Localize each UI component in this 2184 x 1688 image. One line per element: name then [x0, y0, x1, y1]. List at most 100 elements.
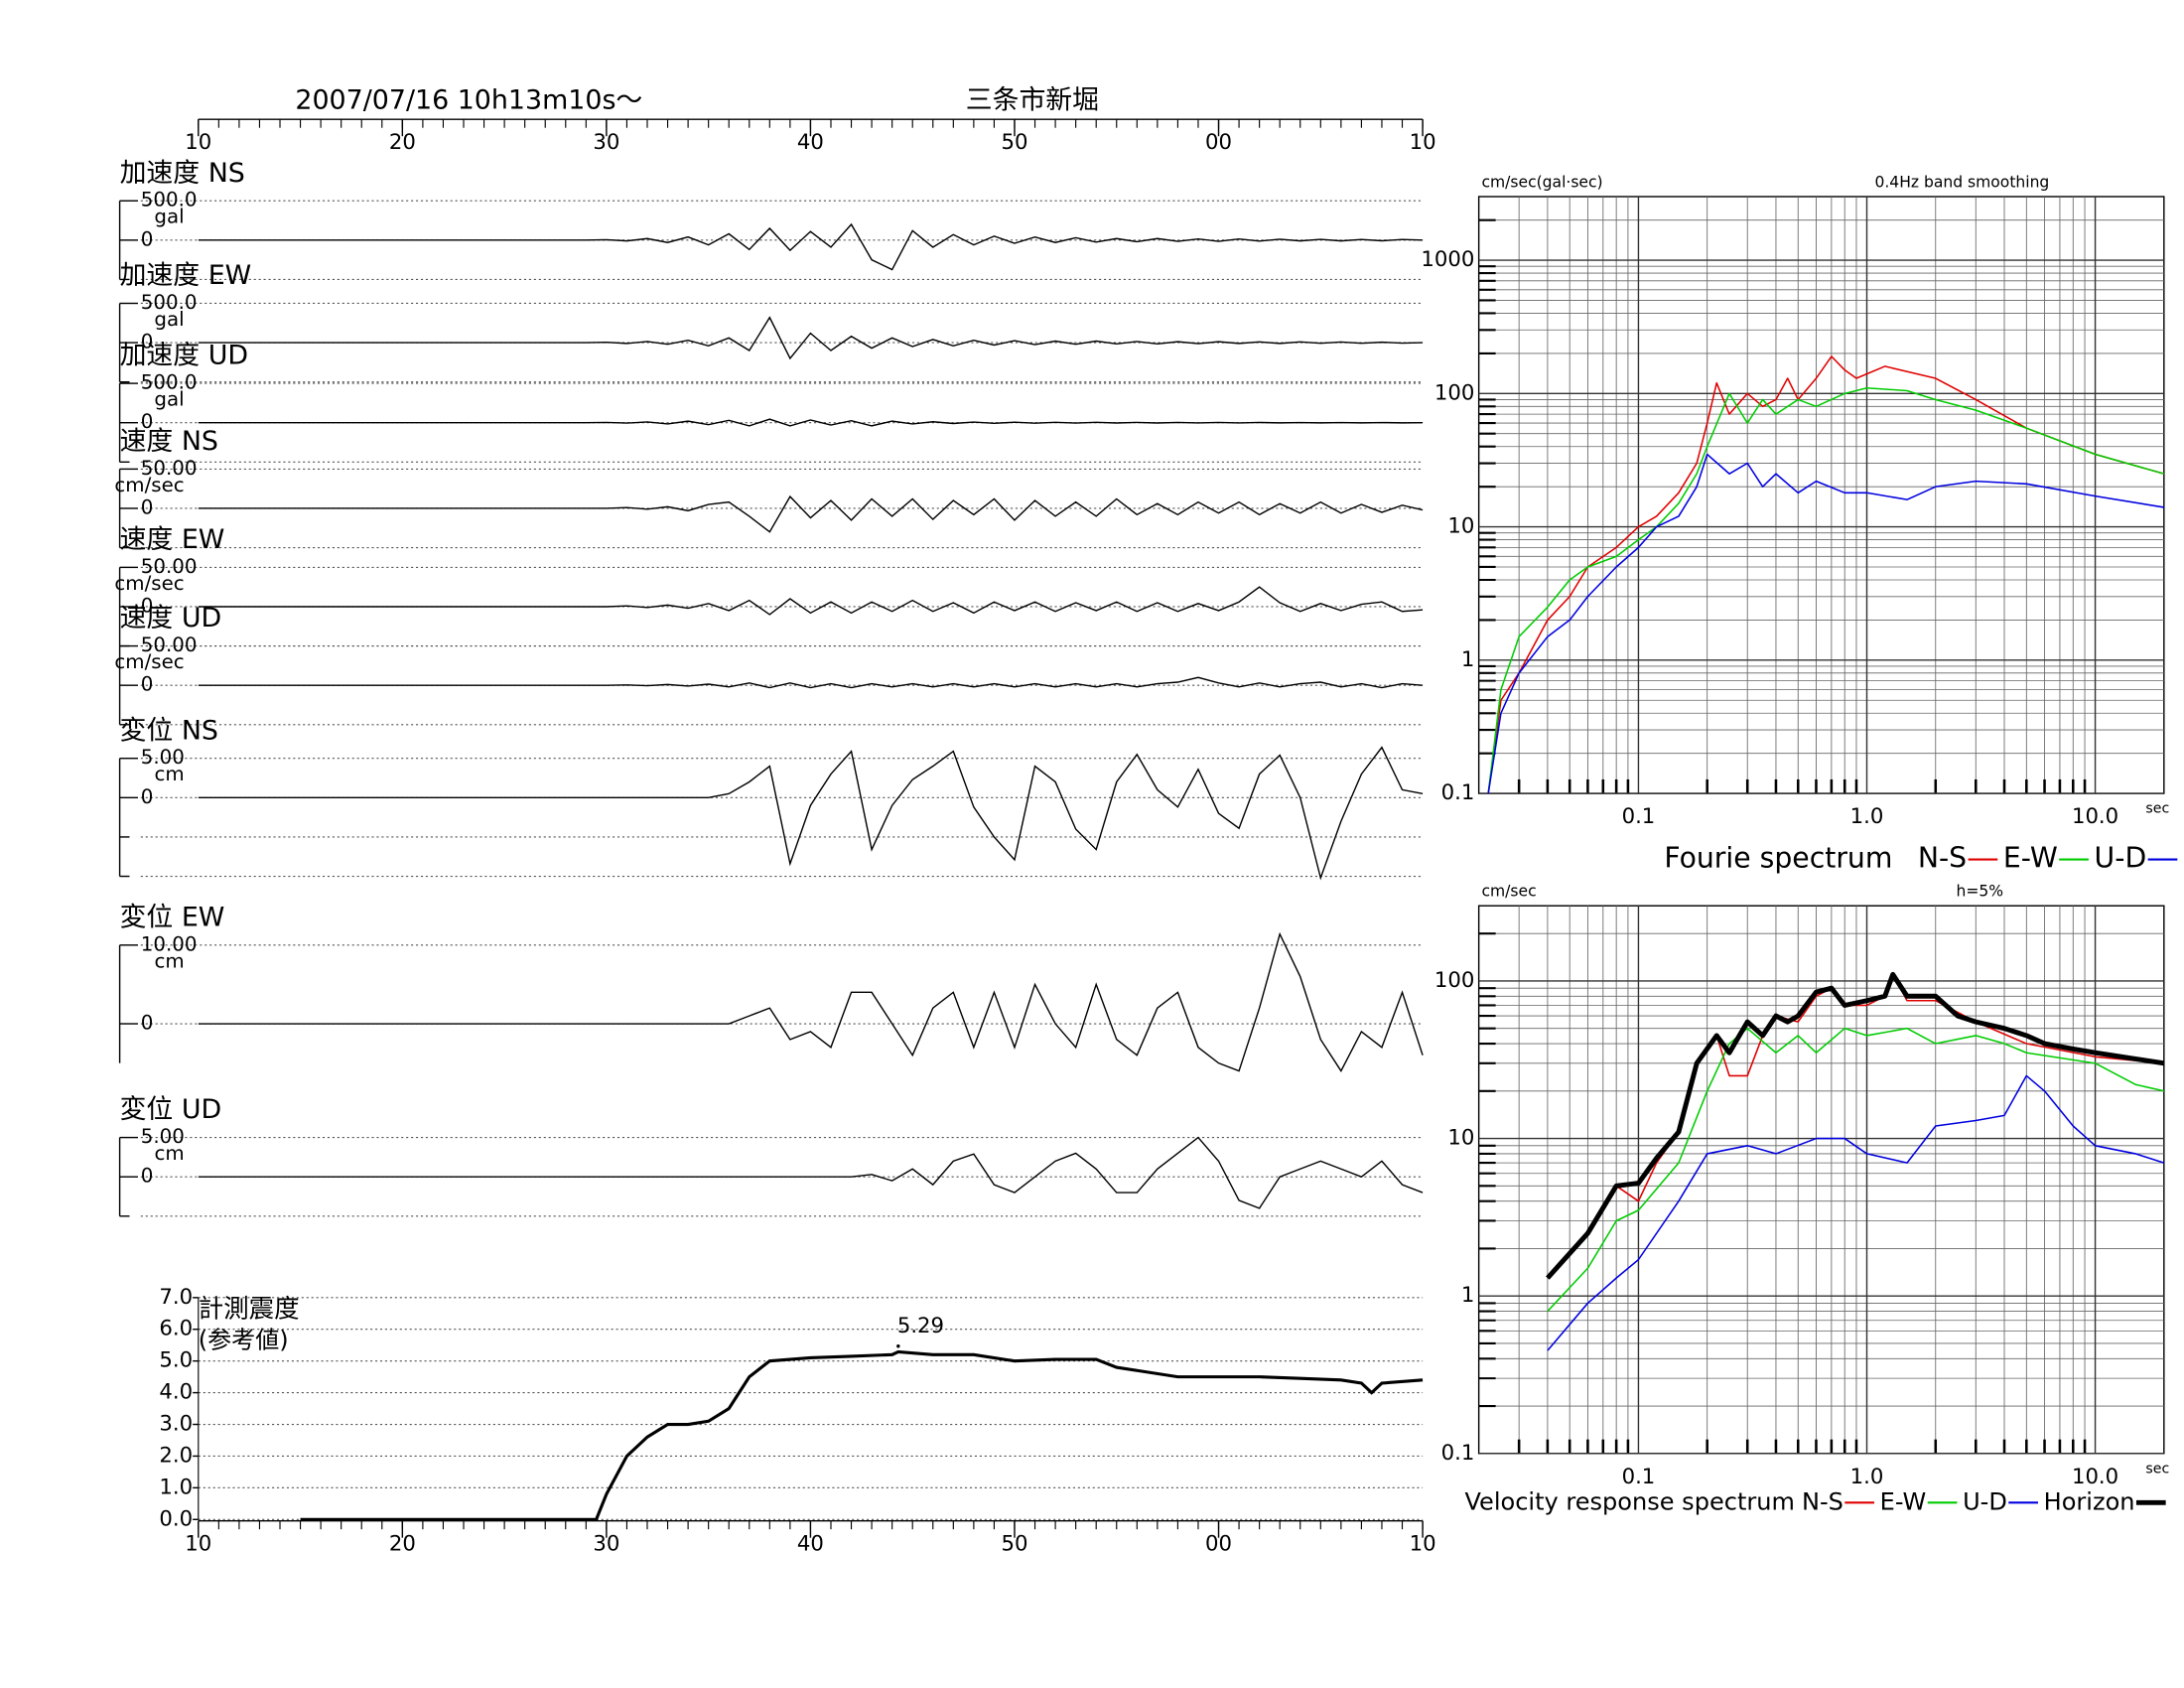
x-tick-label: 30 [593, 130, 619, 155]
unit-label: cm [154, 949, 184, 972]
y-tick-label: 1000 [1421, 247, 1474, 272]
x-tick-label: 1.0 [1850, 804, 1884, 829]
y-tick-label: 5.0 [159, 1348, 193, 1373]
y-tick-label: 5.00 [141, 746, 185, 769]
note: 0.4Hz band smoothing [1874, 173, 2049, 191]
panel-label: 変位 UD [120, 1094, 222, 1125]
waveform-trace [198, 1136, 1424, 1209]
legend-label: E-W [2003, 842, 2058, 875]
panel-label: 速度 UD [120, 603, 222, 633]
x-tick-label: 30 [593, 1532, 619, 1557]
x-tick-label: 0.1 [1622, 804, 1656, 829]
spectrum-line [1487, 453, 2164, 794]
waveform-trace [198, 931, 1424, 1072]
panel-label: 速度 NS [120, 426, 218, 457]
y-tick-label: 50.00 [141, 633, 198, 656]
y-tick-label: 1 [1461, 647, 1475, 672]
y-tick-label: 2.0 [159, 1443, 193, 1468]
unit-label: gal [154, 206, 184, 228]
legend-label: Horizon [2044, 1487, 2135, 1515]
x-tick-label: 1.0 [1850, 1465, 1884, 1489]
y-tick-label: 500.0 [141, 189, 198, 211]
chart-title: 2007/07/16 10h13m10s〜 [295, 84, 642, 115]
intensity-line [300, 1349, 1424, 1521]
panel-label: 加速度 EW [120, 260, 252, 291]
peak-dot [896, 1344, 900, 1348]
spectrum-line [1546, 971, 2165, 1280]
waveform-trace [198, 676, 1424, 689]
legend-label: U-D [2095, 842, 2147, 875]
y-tick-label: 50.00 [141, 555, 198, 578]
unit-label: gal [154, 388, 184, 411]
legend-title: Fourie spectrum [1664, 842, 1892, 875]
panel-label: 加速度 UD [120, 341, 248, 371]
y-tick-label: 6.0 [159, 1317, 193, 1341]
waveform-trace [198, 316, 1424, 360]
chart-title: 計測震度 [199, 1295, 300, 1325]
y-tick-label: 4.0 [159, 1380, 193, 1405]
unit-label: cm [154, 763, 184, 785]
y-tick-label: 100 [1434, 968, 1474, 993]
panel-label: 加速度 NS [120, 158, 245, 189]
x-tick-label: 20 [389, 130, 416, 155]
x-tick-label: 40 [797, 1532, 824, 1557]
spectrum-line [1547, 1027, 2164, 1313]
waveform-trace [198, 746, 1424, 881]
y-tick-label: 5.00 [141, 1125, 185, 1148]
x-axis-label: sec [2145, 1461, 2169, 1477]
unit-label: gal [154, 308, 184, 331]
y-tick-label: 3.0 [159, 1412, 193, 1437]
y-tick-label: 100 [1434, 380, 1474, 405]
spectrum-line [1487, 355, 2165, 794]
y-tick-label: 1 [1461, 1283, 1475, 1308]
y-tick-label: 0.1 [1441, 780, 1475, 805]
panel-label: 速度 EW [120, 524, 225, 555]
x-tick-label: 10 [185, 130, 211, 155]
y-tick-label: 0 [141, 1012, 154, 1035]
x-tick-label: 10 [185, 1532, 211, 1557]
y-tick-label: 0 [141, 495, 154, 518]
spectrum-line [1547, 1074, 2165, 1351]
x-tick-label: 10.0 [2072, 1465, 2118, 1489]
legend-label: U-D [1963, 1487, 2007, 1515]
peak-label: 5.29 [897, 1314, 944, 1338]
y-tick-label: 0 [141, 785, 154, 808]
x-tick-label: 40 [797, 130, 824, 155]
unit-label: cm/sec [114, 474, 184, 496]
chart-subtitle: 三条市新堀 [966, 84, 1099, 115]
x-tick-label: 0.1 [1622, 1465, 1656, 1489]
spectrum-line [1547, 973, 2164, 1279]
unit-label: cm [154, 1142, 184, 1165]
y-tick-label: 0 [141, 673, 154, 696]
waveform-trace [198, 222, 1424, 271]
y-tick-label: 0 [141, 1165, 154, 1188]
y-tick-label: 500.0 [141, 291, 198, 314]
unit-label: cm/sec [114, 650, 184, 673]
legend-label: N-S [1918, 842, 1967, 875]
x-tick-label: 10 [1410, 130, 1436, 155]
y-tick-label: 50.00 [141, 457, 198, 480]
y-tick-label: 0 [141, 331, 154, 353]
y-tick-label: 0 [141, 594, 154, 617]
note: h=5% [1957, 883, 2004, 901]
x-tick-label: 10 [1410, 1532, 1436, 1557]
y-tick-label: 7.0 [159, 1285, 193, 1310]
y-axis-label: cm/sec(gal·sec) [1481, 173, 1602, 191]
spectrum-line [1487, 386, 2165, 794]
x-tick-label: 50 [1001, 130, 1027, 155]
legend-label: E-W [1880, 1487, 1927, 1515]
x-tick-label: 10.0 [2072, 804, 2118, 829]
waveform-trace [198, 494, 1424, 533]
y-axis-label: cm/sec [1481, 883, 1536, 901]
panel-label: 変位 NS [120, 715, 218, 746]
x-axis-label: sec [2145, 801, 2169, 817]
y-tick-label: 10.00 [141, 932, 198, 955]
waveform-trace [198, 586, 1424, 616]
x-tick-label: 00 [1205, 1532, 1232, 1557]
y-tick-label: 10 [1447, 514, 1474, 539]
legend-label: N-S [1802, 1487, 1843, 1515]
y-tick-label: 0 [141, 410, 154, 433]
